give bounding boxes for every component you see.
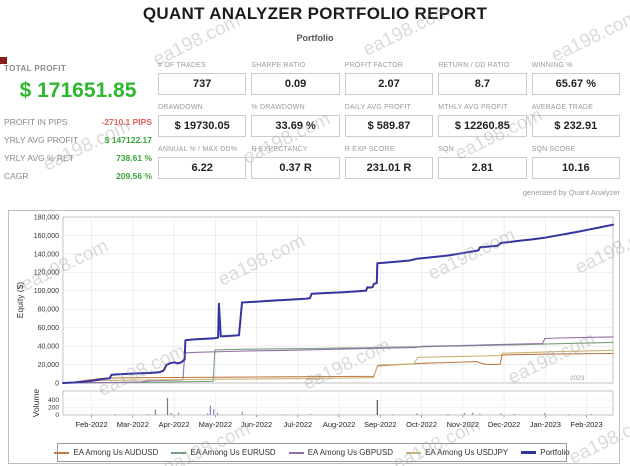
stat-cell-mthly-avg: MTHLY AVG PROFIT $ 12260.85 (438, 104, 527, 137)
svg-text:Feb-2023: Feb-2023 (571, 420, 603, 429)
stat-cell-drawdown: DRAWDOWN $ 19730.05 (158, 104, 247, 137)
svg-text:Feb-2022: Feb-2022 (76, 420, 108, 429)
page-subtitle: Portfolio (296, 33, 334, 43)
svg-text:May-2022: May-2022 (199, 420, 232, 429)
svg-text:140,000: 140,000 (34, 251, 59, 258)
legend-line-swatch (406, 451, 422, 454)
stat-cell-pct-drawdown: % DRAWDOWN 33.69 % (251, 104, 340, 137)
svg-text:100,000: 100,000 (34, 288, 59, 295)
summary-row-value: $ 147122.17 (104, 135, 152, 145)
stat-cell-r-exp-score: R EXP SCORE 231.01 R (344, 146, 434, 179)
svg-text:Dec-2022: Dec-2022 (488, 420, 521, 429)
total-profit-value: $ 171651.85 (19, 79, 137, 102)
legend-label: EA Among Us AUDUSD (73, 448, 159, 457)
legend-line-swatch (521, 451, 537, 455)
svg-text:400: 400 (48, 397, 59, 404)
legend-line-swatch (54, 451, 70, 454)
svg-text:0: 0 (55, 412, 59, 419)
svg-text:Apr-2022: Apr-2022 (159, 420, 190, 429)
generated-by-note: generated by Quant Analyzer (522, 188, 620, 197)
summary-row: CAGR 209.56 % (4, 171, 152, 181)
stats-grid: # OF TRADES 737 SHARPE RATIO 0.09 PROFIT… (158, 62, 620, 179)
legend-line-swatch (171, 451, 187, 454)
page-title: QUANT ANALYZER PORTFOLIO REPORT (142, 4, 488, 23)
svg-text:60,000: 60,000 (38, 325, 60, 332)
summary-row-value: 209.56 % (116, 171, 152, 181)
stat-cell-annual-maxdd: ANNUAL % / MAX DD% 6.22 (158, 146, 247, 179)
svg-text:160,000: 160,000 (34, 233, 59, 240)
svg-text:120,000: 120,000 (34, 270, 59, 277)
legend-label: EA Among Us EURUSD (190, 448, 276, 457)
svg-text:0: 0 (55, 380, 59, 387)
stat-cell-sqn: SQN 2.81 (438, 146, 527, 179)
legend-item: EA Among Us GBPUSD (288, 448, 394, 457)
svg-text:80,000: 80,000 (38, 307, 60, 314)
summary-row: YRLY AVG % RET 738.61 % (4, 153, 152, 163)
summary-row-label: YRLY AVG PROFIT (4, 135, 79, 145)
total-profit-label: TOTAL PROFIT (4, 64, 67, 73)
summary-row-value: -2710.1 PIPS (101, 117, 152, 127)
svg-text:40,000: 40,000 (38, 344, 60, 351)
svg-text:Jan-2023: Jan-2023 (530, 420, 561, 429)
summary-row-label: PROFIT IN PIPS (4, 117, 68, 127)
svg-text:2023: 2023 (570, 375, 585, 382)
chart-legend: EA Among Us AUDUSD EA Among Us EURUSD EA A… (54, 443, 570, 462)
svg-text:Nov-2022: Nov-2022 (447, 420, 480, 429)
legend-label: Portfolio (540, 448, 570, 457)
profit-summary-panel: TOTAL PROFIT $ 171651.85 PROFIT IN PIPS … (4, 64, 152, 189)
equity-chart: Feb-2022 Mar-2022 Apr-2022 May-2022 Jun-2022… (15, 214, 614, 429)
stat-cell-daily-avg: DAILY AVG PROFIT $ 589.87 (344, 104, 434, 137)
legend-line-swatch (288, 451, 304, 454)
svg-text:200: 200 (48, 405, 59, 412)
stat-cell-sqn-score: SQN SCORE 10.16 (531, 146, 620, 179)
summary-row: PROFIT IN PIPS -2710.1 PIPS (4, 117, 152, 127)
legend-item: Portfolio (521, 448, 570, 457)
svg-text:180,000: 180,000 (34, 214, 59, 221)
svg-text:Mar-2022: Mar-2022 (117, 420, 149, 429)
summary-row-value: 738.61 % (116, 153, 152, 163)
svg-text:Oct-2022: Oct-2022 (406, 420, 437, 429)
stat-cell-winning: WINNING % 65.67 % (531, 62, 620, 95)
equity-chart-panel: Feb-2022 Mar-2022 Apr-2022 May-2022 Jun-2022… (8, 210, 620, 464)
legend-item: EA Among Us EURUSD (171, 448, 276, 457)
stat-cell-sharpe: SHARPE RATIO 0.09 (251, 62, 340, 95)
corner-marker (0, 57, 7, 64)
stat-cell-avg-trade: AVERAGE TRADE $ 232.91 (531, 104, 620, 137)
svg-text:Aug-2022: Aug-2022 (323, 420, 356, 429)
stat-cell-r-expectancy: R EXPECTANCY 0.37 R (251, 146, 340, 179)
legend-label: EA Among Us USDJPY (425, 448, 509, 457)
stat-cell-return-dd: RETURN / DD RATIO 8.7 (438, 62, 527, 95)
svg-text:Jul-2022: Jul-2022 (283, 420, 312, 429)
svg-text:Equity ($): Equity ($) (15, 282, 25, 319)
summary-row-label: CAGR (4, 171, 29, 181)
legend-item: EA Among Us USDJPY (406, 448, 508, 457)
svg-text:Jun-2022: Jun-2022 (241, 420, 272, 429)
summary-row-label: YRLY AVG % RET (4, 153, 74, 163)
stat-cell-profit-factor: PROFIT FACTOR 2.07 (344, 62, 434, 95)
legend-label: EA Among Us GBPUSD (307, 448, 394, 457)
stat-cell-trades: # OF TRADES 737 (158, 62, 247, 95)
legend-item: EA Among Us AUDUSD (54, 448, 158, 457)
svg-text:Volume: Volume (31, 389, 41, 418)
svg-text:20,000: 20,000 (38, 362, 60, 369)
svg-text:Sep-2022: Sep-2022 (364, 420, 397, 429)
summary-row: YRLY AVG PROFIT $ 147122.17 (4, 135, 152, 145)
